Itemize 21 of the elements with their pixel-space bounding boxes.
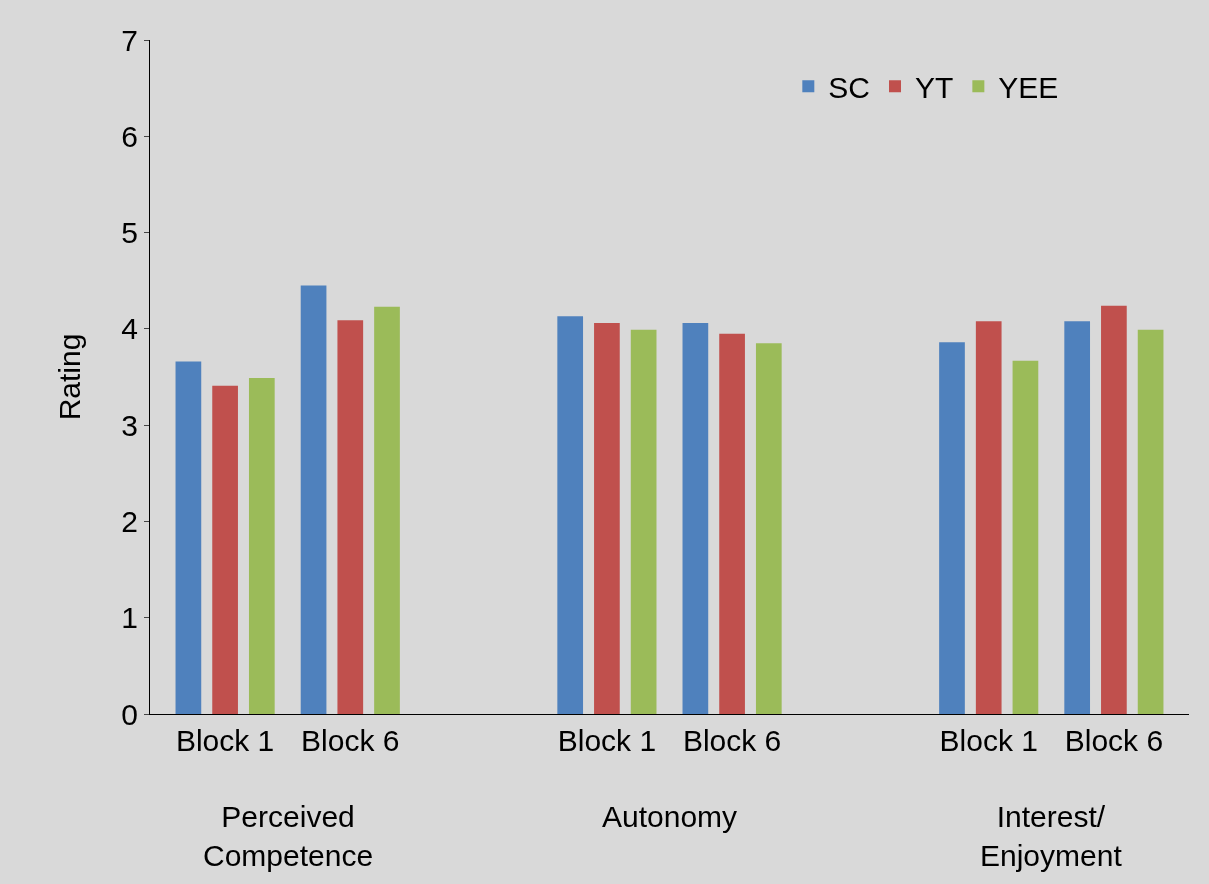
text: Interest/ Enjoyment <box>980 800 1123 872</box>
y-axis-title: Rating <box>53 333 86 421</box>
x-tick-label: Block 6 <box>1064 724 1164 757</box>
y-tick-label: 2 <box>121 504 138 538</box>
legend-label: SC <box>828 70 871 104</box>
x-tick-label: Block 6 <box>682 724 782 757</box>
y-tick-label: 7 <box>121 23 138 57</box>
text: Autonomy <box>602 800 738 833</box>
y-tick-label: 6 <box>121 119 138 153</box>
y-tick-label: 0 <box>121 697 138 731</box>
x-tick-label: Block 1 <box>175 724 275 757</box>
y-tick-label: 4 <box>121 312 138 346</box>
y-tick-label: 3 <box>121 408 138 442</box>
y-tick-label: 1 <box>121 601 138 635</box>
x-tick-label: Block 1 <box>557 724 657 757</box>
legend-label: YEE <box>998 70 1059 104</box>
y-tick-label: 5 <box>121 216 138 250</box>
x-tick-label: Block 1 <box>939 724 1038 757</box>
x-tick-label: Block 6 <box>301 724 400 757</box>
legend-label: YT <box>915 70 954 104</box>
text: Perceived Competence <box>203 800 374 872</box>
